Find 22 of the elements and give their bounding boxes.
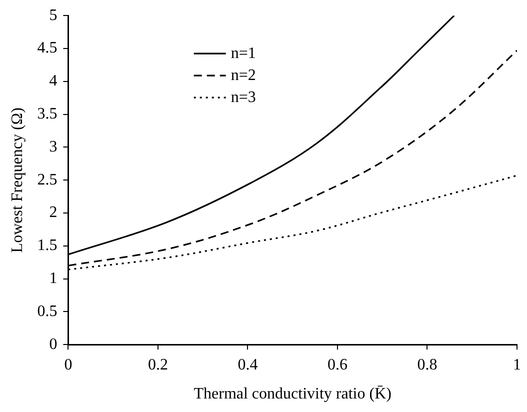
legend-label: n=2 — [230, 66, 256, 84]
legend-label: n=3 — [230, 88, 256, 106]
y-tick-label: 0.5 — [37, 302, 58, 320]
y-tick-label: 0 — [49, 336, 58, 353]
x-axis-title: Thermal conductivity ratio (K̄) — [194, 386, 392, 403]
legend-label: n=1 — [230, 44, 256, 62]
y-tick-label: 1.5 — [37, 237, 58, 254]
y-tick-label: 2 — [49, 204, 58, 222]
y-tick-label: 4 — [49, 72, 58, 90]
x-tick-label: 0.8 — [417, 356, 438, 374]
y-tick-label: 3 — [49, 138, 58, 156]
x-tick-label: 0.4 — [238, 356, 258, 374]
y-tick-label: 2.5 — [37, 171, 58, 188]
y-tick-label: 5 — [49, 6, 58, 24]
x-tick-label: 0.6 — [327, 356, 348, 374]
y-tick-label: 3.5 — [37, 106, 58, 123]
y-tick-label: 1 — [49, 270, 58, 288]
y-axis-title: Lowest Frequency (Ω) — [8, 108, 26, 253]
y-tick-label: 4.5 — [37, 40, 58, 57]
x-tick-label: 1 — [513, 356, 521, 374]
x-tick-label: 0 — [64, 356, 72, 374]
x-tick-label: 0.2 — [148, 356, 168, 374]
